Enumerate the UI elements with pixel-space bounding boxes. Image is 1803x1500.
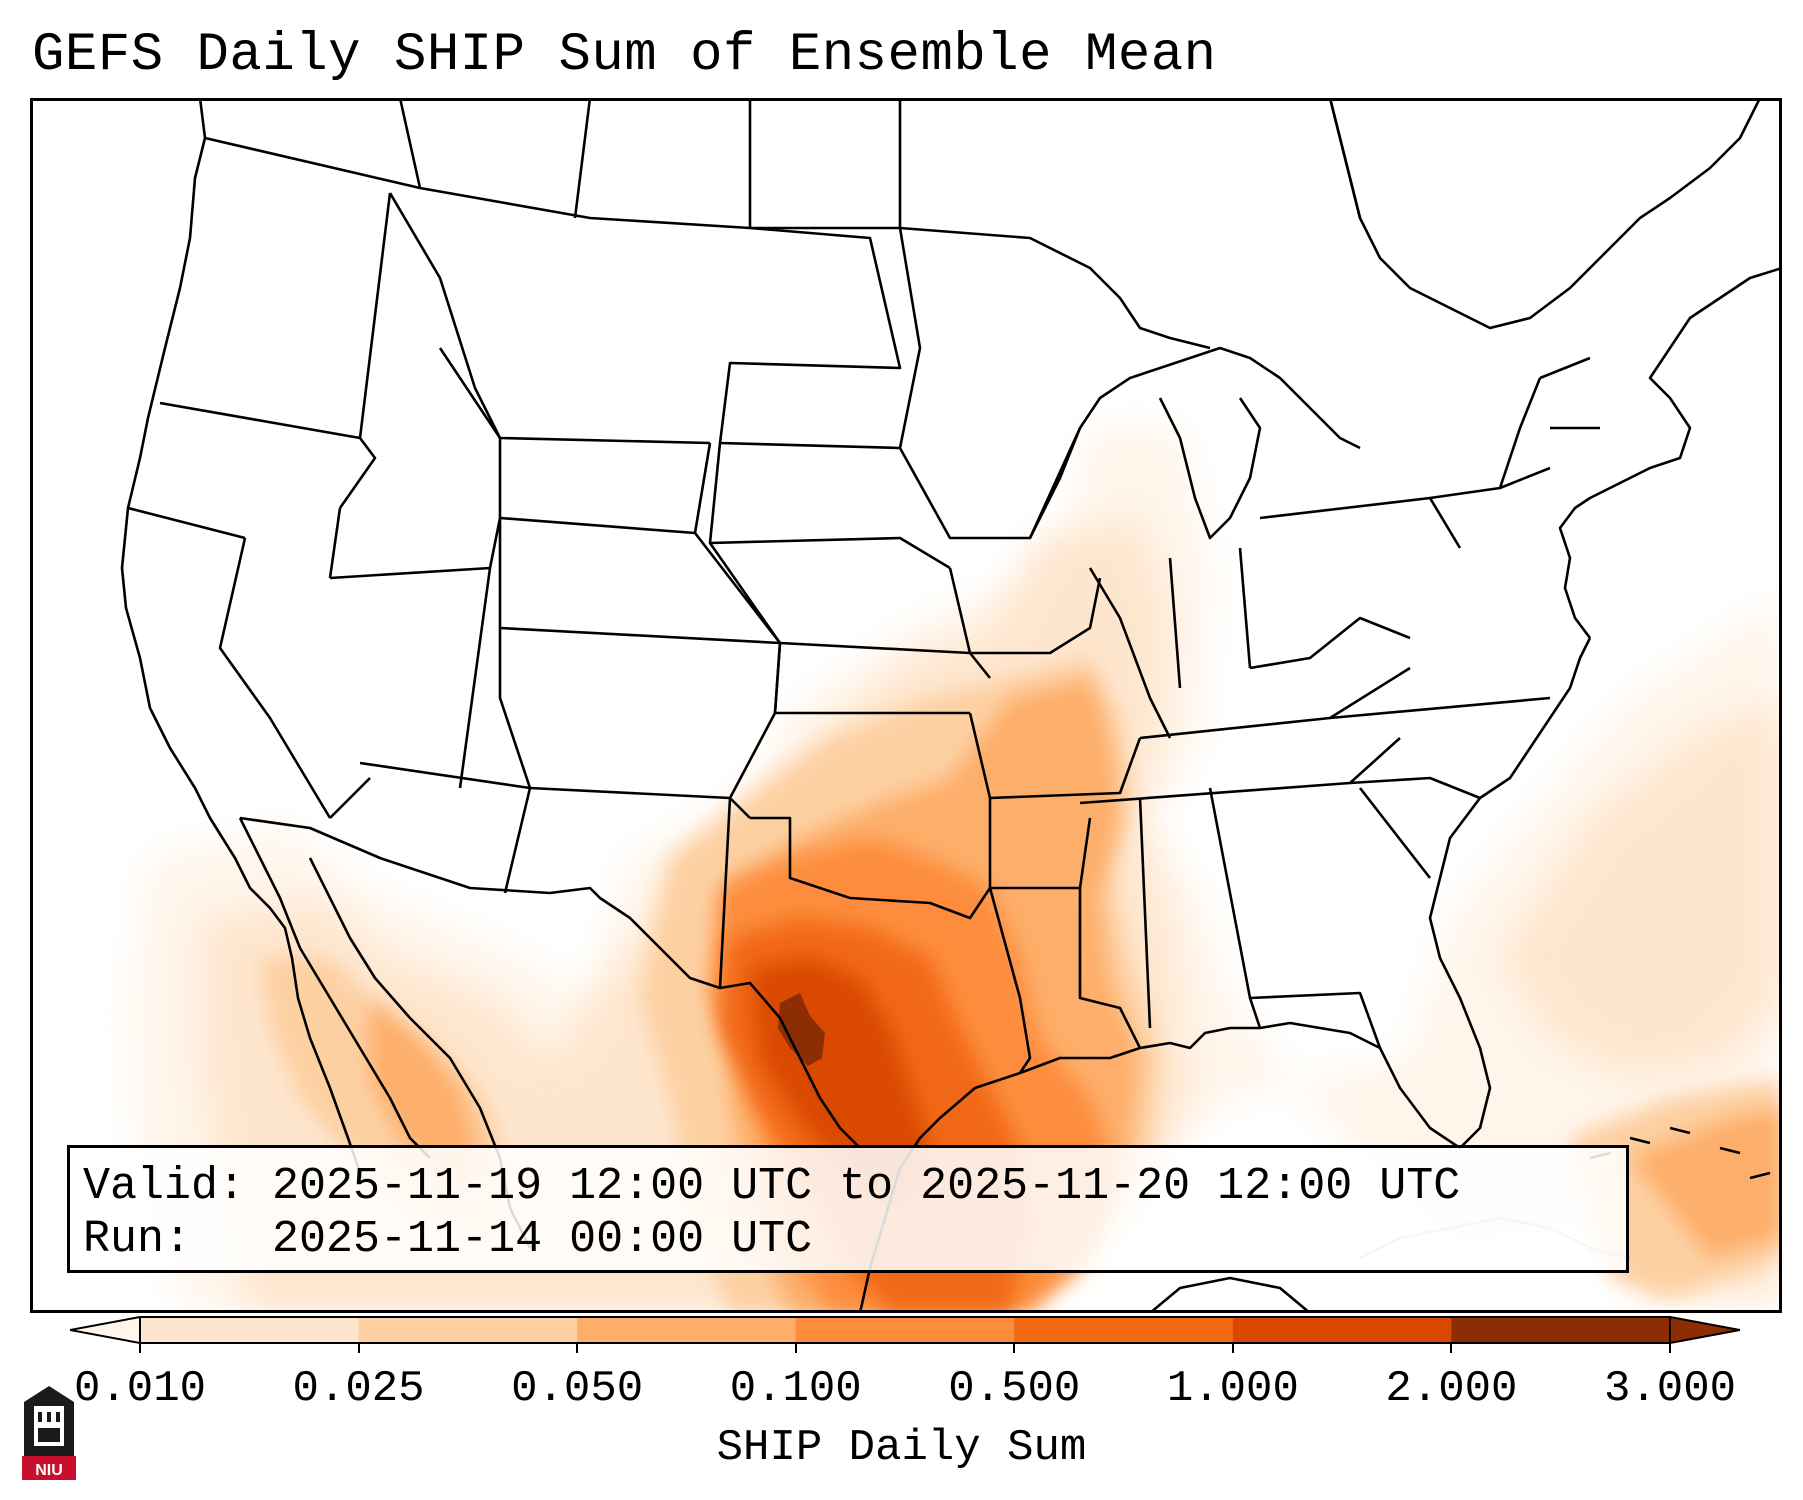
colorbar-segment (795, 1317, 1015, 1343)
wv-va (1249, 616, 1411, 670)
colorbar-tick-label: 0.050 (511, 1364, 644, 1414)
il-in (1088, 567, 1172, 739)
pacific-coastline (120, 98, 364, 1179)
colorbar-tick (1013, 1343, 1016, 1353)
niu-tower-logo-icon: NIU (22, 1386, 76, 1480)
gulf-coastline (858, 637, 1592, 1313)
colorbar-svg (70, 1316, 1740, 1344)
mi-peninsula (1158, 397, 1262, 540)
wa-id-border (338, 192, 392, 509)
sc-ga (1358, 787, 1432, 879)
ia-mo (948, 567, 1102, 655)
colorbar-segment (358, 1317, 578, 1343)
colorbar-tick-label: 0.500 (948, 1364, 1081, 1414)
colorbar-tick-label: 2.000 (1385, 1364, 1518, 1414)
la-tx (988, 887, 1032, 1074)
wa-or-border (159, 401, 361, 440)
colorbar-segment (1014, 1317, 1234, 1343)
colorbar-tick-label: 3.000 (1603, 1364, 1737, 1414)
or-id-border (328, 507, 342, 579)
colorbar-tick (1231, 1343, 1234, 1353)
logo-text: NIU (35, 1462, 63, 1479)
co-ut-border (498, 518, 532, 789)
ok-tx (750, 816, 992, 920)
colorbar-tick (794, 1343, 797, 1353)
colorbar-segment (577, 1317, 797, 1343)
nd-sd (718, 226, 902, 450)
colorbar-tick (1450, 1343, 1453, 1353)
chart-title: GEFS Daily SHIP Sum of Ensemble Mean (32, 25, 1217, 86)
colorbar-label: SHIP Daily Sum (716, 1423, 1087, 1473)
colorbar-segment (140, 1317, 360, 1343)
baja-coastline (238, 817, 431, 1159)
niu-logo: NIU (20, 1384, 78, 1484)
colorbar-outline (139, 1316, 1671, 1344)
mo-ar (968, 712, 1142, 800)
az-border (329, 777, 532, 894)
nv-border (218, 537, 332, 819)
map-panel (30, 98, 1782, 1313)
ny-ne (1429, 377, 1542, 500)
ne-ks (708, 542, 992, 679)
valid-time-text: Valid: 2025-11-19 12:00 UTC to 2025-11-2… (83, 1161, 1461, 1212)
ship-shading (130, 428, 1782, 1313)
wi-mi (1028, 427, 1082, 539)
colorbar-segment (1232, 1317, 1452, 1343)
colorbar-extend-high (1669, 1316, 1740, 1344)
ar-la (988, 798, 1092, 890)
colorbar (70, 1316, 1740, 1344)
new-england (1499, 356, 1600, 490)
sd-ne (708, 442, 951, 570)
run-time-text: Run: 2025-11-14 00:00 UTC (83, 1214, 813, 1265)
colorbar-segment (1451, 1317, 1671, 1343)
colorbar-tick-label: 1.000 (1166, 1364, 1299, 1414)
shade-level-8 (778, 993, 825, 1066)
colorbar-tick (139, 1343, 141, 1353)
us-mexico-border (239, 816, 861, 1149)
map-frame (30, 98, 1782, 1313)
shade-level-4 (370, 678, 1782, 1313)
colorbar-tick (1669, 1343, 1671, 1353)
ga-fl (1249, 991, 1382, 1049)
valid-run-info-box: Valid: 2025-11-19 12:00 UTC to 2025-11-2… (67, 1145, 1629, 1273)
la-ms (1078, 888, 1142, 1049)
state-borders (127, 98, 1600, 1149)
ms-al (1138, 797, 1152, 1029)
co-border (693, 532, 782, 799)
nv-ut-border (329, 566, 492, 789)
yucatan-coast (1149, 1276, 1311, 1313)
in-oh (1168, 557, 1182, 689)
ut-az-border (359, 761, 531, 790)
colorbar-tick-label: 0.010 (73, 1364, 207, 1414)
oh-pa (1238, 547, 1252, 669)
va-nc (1329, 696, 1551, 720)
map-svg (30, 98, 1782, 1313)
mt-wy-border (438, 347, 711, 445)
colorbar-tick-label: 0.025 (292, 1364, 425, 1414)
colorbar-tick (357, 1343, 360, 1353)
colorbar-tick (576, 1343, 579, 1353)
us-canada-border (204, 136, 1211, 350)
atlantic-coastline (1558, 266, 1782, 639)
id-border-east (388, 192, 502, 569)
nc-sc (1349, 776, 1481, 800)
colorbar-ticks: 0.010 0.025 0.050 0.100 0.500 1.000 2.000 3.000 (0, 1343, 1803, 1433)
colorbar-extend-low (70, 1316, 141, 1344)
colorbar-tick-label: 0.100 (729, 1364, 862, 1414)
canada-province-lines (398, 98, 1362, 228)
great-lakes-region (1078, 346, 1361, 450)
or-ca-border (127, 506, 246, 540)
